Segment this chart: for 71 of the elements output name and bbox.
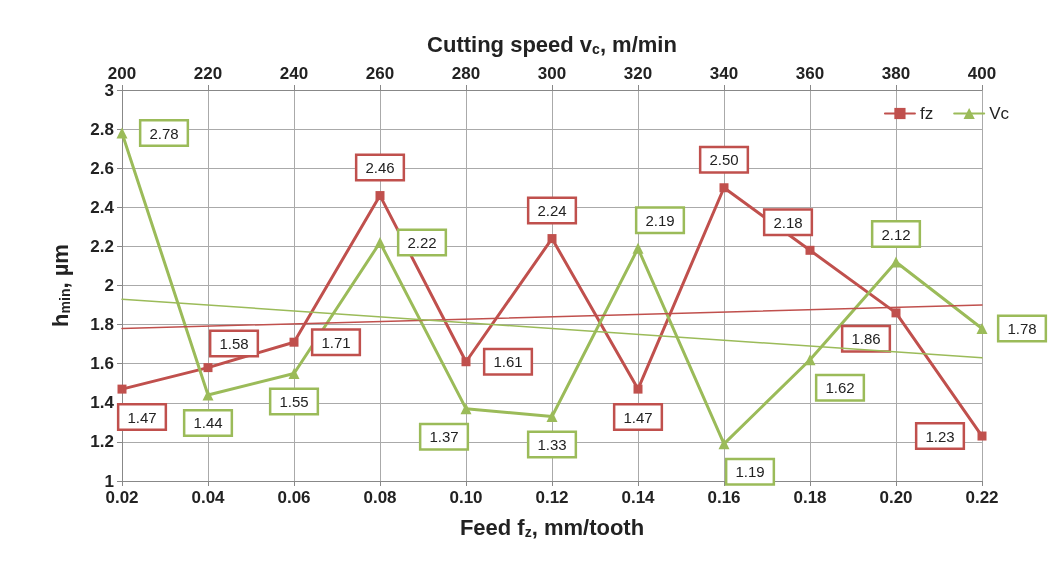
- data-label: 1.62: [825, 379, 855, 397]
- point: [547, 234, 557, 244]
- x-tick-label: 0.12: [535, 488, 569, 507]
- data-label: 1.37: [429, 428, 459, 446]
- x-tick-label: 0.20: [879, 488, 913, 507]
- data-label: 1.47: [127, 408, 157, 426]
- data-label: 2.18: [773, 213, 803, 231]
- data-label: 1.23: [925, 427, 955, 445]
- point: [289, 337, 299, 347]
- x-tick-label: 0.18: [793, 488, 827, 507]
- x2-tick-label: 400: [967, 64, 997, 83]
- point: [633, 384, 643, 394]
- y-tick-label: 1.4: [90, 393, 115, 413]
- x2-tick-label: 240: [279, 64, 309, 83]
- point: [805, 245, 815, 255]
- data-label: 1.47: [623, 408, 653, 426]
- x2-axis-title: Cutting speed vc, m/min: [427, 31, 677, 57]
- y-tick-label: 2: [104, 276, 114, 295]
- x2-tick-label: 340: [709, 64, 739, 83]
- point: [719, 183, 729, 193]
- y-tick-label: 3: [104, 80, 114, 100]
- x2-tick-label: 320: [623, 64, 653, 83]
- point: [203, 363, 213, 373]
- data-label: 2.46: [365, 159, 395, 177]
- data-label: 1.86: [851, 330, 881, 348]
- point: [891, 308, 901, 318]
- data-label: 2.19: [645, 211, 675, 229]
- x2-tick-label: 200: [107, 64, 137, 83]
- data-label: 1.19: [735, 463, 765, 481]
- y-tick-label: 2.8: [90, 119, 114, 139]
- data-label: 1.33: [537, 435, 567, 453]
- y-tick-label: 1.8: [90, 315, 114, 335]
- point: [977, 431, 987, 441]
- data-label: 2.22: [407, 233, 437, 251]
- point: [375, 191, 385, 201]
- point: [461, 357, 471, 367]
- x-tick-label: 0.06: [277, 488, 311, 507]
- x-tick-label: 0.08: [363, 488, 397, 507]
- x2-tick-label: 260: [365, 64, 395, 83]
- x-tick-label: 0.22: [965, 488, 999, 507]
- x-tick-label: 0.02: [105, 488, 139, 507]
- x-axis-title: Feed fz, mm/tooth: [459, 514, 645, 540]
- legend-label: fz: [919, 104, 934, 123]
- data-label: 1.55: [279, 392, 309, 410]
- y-tick-label: 2.6: [90, 158, 114, 178]
- data-label: 2.78: [149, 124, 179, 142]
- point: [117, 384, 127, 394]
- x-tick-label: 0.10: [449, 488, 483, 507]
- data-label: 1.58: [219, 335, 249, 353]
- y-tick-label: 2.4: [90, 197, 115, 217]
- data-label: 1.71: [321, 333, 351, 351]
- x-tick-label: 0.04: [191, 488, 226, 507]
- data-label: 1.44: [193, 414, 223, 432]
- data-label: 2.12: [881, 225, 911, 243]
- legend-label: Vc: [989, 104, 1010, 123]
- x2-tick-label: 300: [537, 64, 567, 83]
- x-tick-label: 0.16: [707, 488, 741, 507]
- y-tick-label: 1: [104, 471, 114, 491]
- x-tick-label: 0.14: [621, 488, 656, 507]
- x2-tick-label: 280: [451, 64, 481, 83]
- y-tick-label: 1.6: [90, 354, 114, 374]
- data-label: 1.78: [1007, 320, 1037, 338]
- y-tick-label: 2.2: [90, 236, 114, 256]
- y-axis-title: hmin, µm: [47, 244, 73, 327]
- data-label: 2.24: [537, 202, 567, 220]
- x2-tick-label: 360: [795, 64, 825, 83]
- data-label: 2.50: [709, 151, 739, 169]
- y-tick-label: 1.2: [90, 432, 114, 452]
- data-label: 1.61: [493, 353, 523, 371]
- x2-tick-label: 380: [881, 64, 911, 83]
- x2-tick-label: 220: [193, 64, 223, 83]
